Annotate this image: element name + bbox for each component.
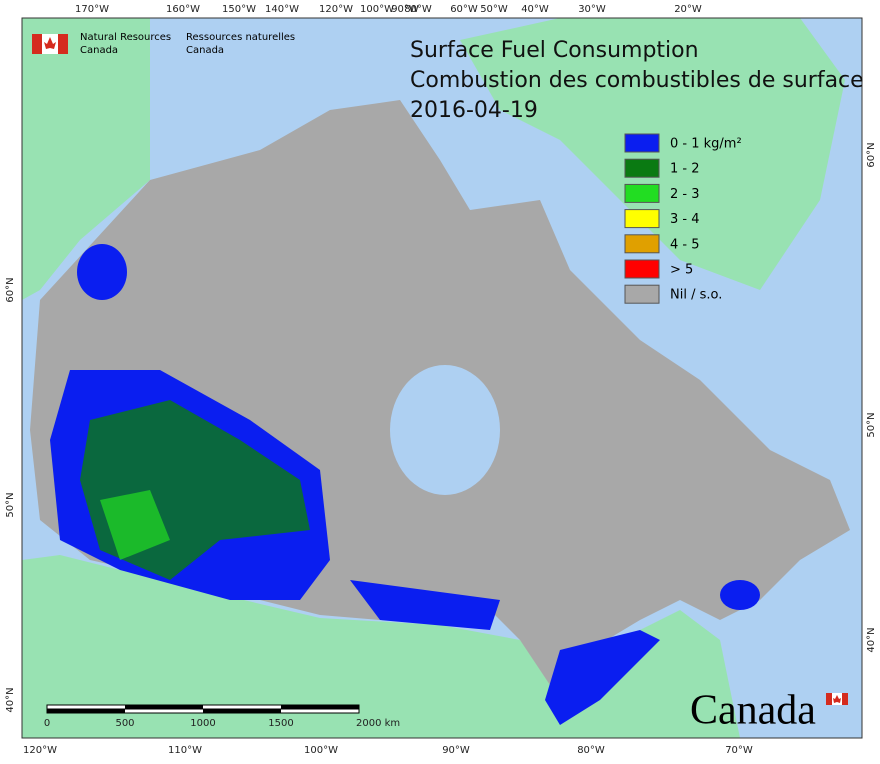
legend-swatch	[624, 234, 660, 254]
legend-swatch	[624, 183, 660, 203]
graticule-label: 120°W	[319, 4, 353, 15]
graticule-label: 30°W	[578, 4, 606, 15]
scale-label: 0	[44, 718, 50, 729]
fire-area-west-light	[100, 490, 170, 560]
map-frame	[21, 17, 863, 739]
graticule-label: 140°W	[265, 4, 299, 15]
alaska	[22, 18, 150, 300]
graticule-label: 150°W	[222, 4, 256, 15]
agency-en: Natural Resources	[80, 32, 171, 43]
legend-label: 2 - 3	[670, 187, 700, 202]
nrcan-flag	[32, 34, 68, 54]
graticule-label: 50°N	[866, 412, 877, 437]
agency-fr: Canada	[186, 45, 224, 56]
fire-area-ontario	[350, 580, 500, 630]
legend-swatch	[624, 284, 660, 304]
agency-fr: Ressources naturelles	[186, 32, 295, 43]
graticule-label: 170°W	[75, 4, 109, 15]
legend-swatch	[624, 209, 660, 229]
greenland	[460, 18, 845, 290]
legend-swatch	[624, 158, 660, 178]
graticule-label: 90°W	[391, 4, 419, 15]
legend-swatch	[624, 133, 660, 153]
date: 2016-04-19	[410, 98, 538, 123]
legend-swatch	[624, 259, 660, 279]
title: Surface Fuel Consumption	[410, 38, 699, 63]
graticule-label: 120°W	[23, 745, 57, 756]
hudson-bay	[390, 365, 500, 495]
graticule-label: 60°W	[450, 4, 478, 15]
graticule-label: 40°N	[866, 627, 877, 652]
graticule-label: 40°N	[5, 687, 16, 712]
canada-flag-small	[826, 693, 848, 705]
graticule-label: 160°W	[166, 4, 200, 15]
scale-bar	[46, 704, 360, 714]
scale-label: 500	[115, 718, 134, 729]
graticule-label: 50°N	[5, 492, 16, 517]
graticule-label: 90°W	[442, 745, 470, 756]
fire-area-quebec	[545, 630, 660, 725]
scale-label: 2000 km	[356, 718, 400, 729]
fire-area-maritimes	[720, 580, 760, 610]
graticule-label: 40°W	[521, 4, 549, 15]
legend-label: Nil / s.o.	[670, 288, 722, 303]
graticule-label: 100°W	[360, 4, 394, 15]
legend-label: 0 - 1 kg/m²	[670, 137, 742, 152]
graticule-label: 80°W	[577, 745, 605, 756]
legend-label: 4 - 5	[670, 237, 700, 252]
scale-label: 1500	[268, 718, 293, 729]
graticule-label: 60°N	[5, 277, 16, 302]
legend-label: 3 - 4	[670, 212, 700, 227]
graticule-label: 110°W	[168, 745, 202, 756]
graticule-label: 20°W	[674, 4, 702, 15]
subtitle: Combustion des combustibles de surface	[410, 68, 864, 93]
graticule-label: 100°W	[304, 745, 338, 756]
graticule-label: 80°W	[404, 4, 432, 15]
agency-en: Canada	[80, 45, 118, 56]
wordmark: Canada	[690, 688, 816, 734]
graticule-label: 70°W	[725, 745, 753, 756]
scale-label: 1000	[190, 718, 215, 729]
legend-label: 1 - 2	[670, 162, 700, 177]
united-states	[22, 555, 740, 738]
graticule-label: 60°N	[866, 142, 877, 167]
graticule-label: 50°W	[480, 4, 508, 15]
legend-label: > 5	[670, 263, 693, 278]
fire-area-north	[77, 244, 127, 300]
